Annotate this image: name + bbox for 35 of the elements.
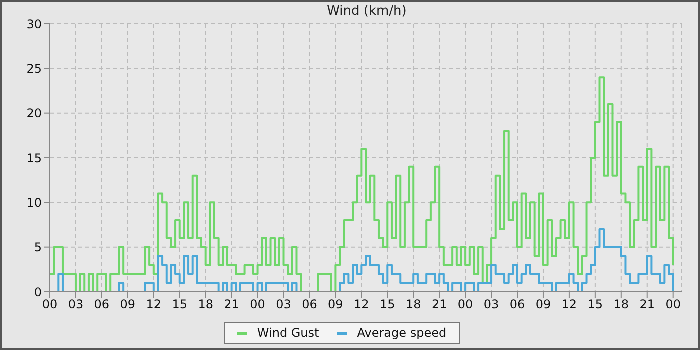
x-tick-label: 18 — [198, 298, 214, 312]
x-tick-label: 15 — [588, 298, 604, 312]
x-tick-label: 18 — [406, 298, 422, 312]
x-tick-label: 00 — [250, 298, 266, 312]
x-tick-label: 00 — [42, 298, 58, 312]
x-tick-label: 12 — [562, 298, 578, 312]
x-tick-label: 09 — [328, 298, 344, 312]
y-tick-label: 15 — [26, 151, 42, 166]
legend-label: Average speed — [356, 326, 447, 340]
x-tick-label: 03 — [276, 298, 292, 312]
x-tick-label: 12 — [354, 298, 370, 312]
x-tick-label: 21 — [432, 298, 448, 312]
x-tick-label: 15 — [380, 298, 396, 312]
x-tick-label: 06 — [510, 298, 526, 312]
y-tick-label: 25 — [26, 62, 42, 76]
x-tick-label: 21 — [224, 298, 240, 312]
y-tick-label: 5 — [34, 240, 42, 255]
y-tick-label: 20 — [26, 106, 42, 121]
y-tick-label: 0 — [34, 285, 42, 300]
x-tick-label: 00 — [458, 298, 474, 312]
x-tick-label: 03 — [68, 298, 84, 312]
x-tick-label: 06 — [302, 298, 318, 312]
legend-label: Wind Gust — [256, 326, 320, 340]
chart-title: Wind (km/h) — [326, 4, 408, 19]
x-tick-label: 06 — [94, 298, 110, 312]
x-tick-label: 18 — [614, 298, 630, 312]
y-tick-label: 30 — [26, 17, 42, 32]
x-tick-label: 12 — [146, 298, 162, 312]
x-tick-label: 09 — [120, 298, 136, 312]
x-tick-label: 09 — [536, 298, 552, 312]
x-tick-label: 15 — [172, 298, 188, 312]
x-tick-label: 03 — [484, 298, 500, 312]
x-tick-label: 21 — [640, 298, 656, 312]
y-tick-label: 10 — [26, 196, 42, 210]
x-tick-label: 00 — [666, 298, 681, 312]
